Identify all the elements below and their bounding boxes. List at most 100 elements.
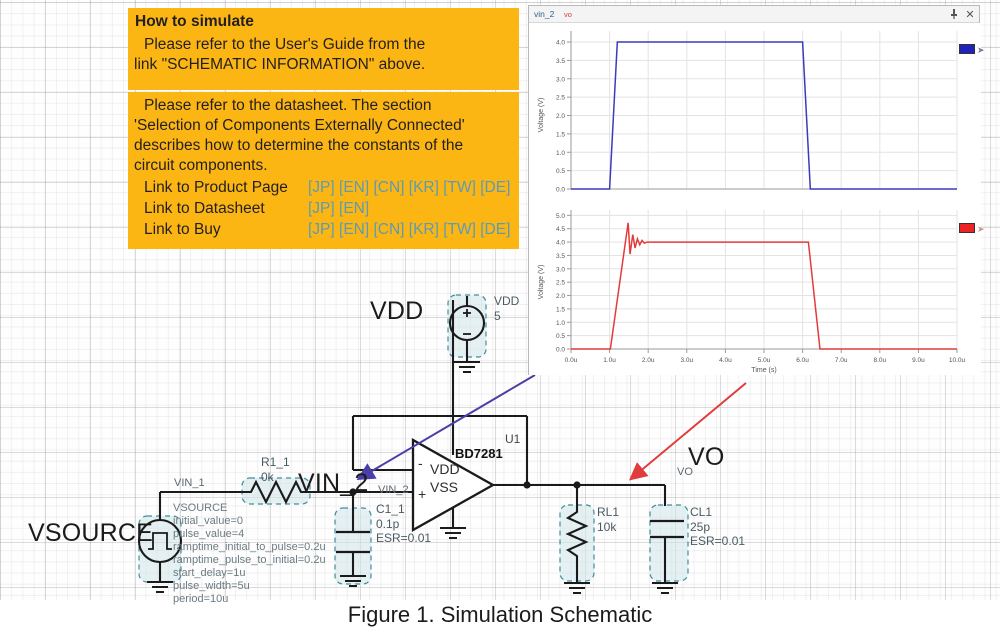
annotation-arrow-vo — [628, 382, 747, 481]
svg-text:3.5: 3.5 — [556, 253, 565, 260]
note1-line2: link "SCHEMATIC INFORMATION" above. — [134, 56, 426, 74]
opamp-part-label: BD7281 — [455, 446, 503, 461]
opamp-pin-vss: VSS — [430, 479, 459, 495]
cl1-ref: CL1 — [690, 505, 713, 519]
link-label-product-page: Link to Product Page — [144, 178, 288, 196]
ylabel-top: Voltage (V) — [538, 98, 545, 133]
note-how-to-simulate: How to simulate Please refer to the User… — [128, 8, 519, 90]
svg-text:3.0: 3.0 — [556, 76, 565, 83]
vdd-src-ref: VDD — [494, 294, 520, 308]
label-vo-big: VO — [688, 443, 725, 471]
label-vin2-big: VIN_2 — [298, 469, 369, 497]
viewer-tab-label-2[interactable]: vo — [564, 10, 572, 19]
pin-icon[interactable] — [947, 7, 961, 21]
chart-vo[interactable]: 0.0 0.5 1.0 1.5 2.0 2.5 3.0 3.5 4.0 4.5 5.0 0.0u 1.… — [529, 202, 981, 375]
svg-text:7.0u: 7.0u — [835, 357, 848, 364]
svg-text:4.0u: 4.0u — [719, 357, 732, 364]
net-label-vin1: VIN_1 — [174, 477, 205, 489]
c1-value: 0.1p — [376, 516, 400, 531]
waveform-viewer[interactable]: vin_2 vo ✕ 0.0 0.5 1.0 1.5 2.0 2.5 3.0 3.5 4.0 V… — [528, 5, 985, 375]
svg-text:1.0: 1.0 — [556, 150, 565, 157]
c1-ref: C1_1 — [376, 502, 405, 516]
vsource-param-6: period=10u — [173, 592, 229, 605]
close-icon[interactable]: ✕ — [965, 8, 975, 21]
vdd-source-symbol — [448, 304, 486, 342]
svg-text:2.0u: 2.0u — [642, 357, 655, 364]
svg-text:1.0u: 1.0u — [603, 357, 616, 364]
svg-text:0.0: 0.0 — [556, 187, 565, 194]
link-label-buy: Link to Buy — [144, 220, 221, 238]
svg-text:2.0: 2.0 — [556, 293, 565, 300]
svg-text:0.0u: 0.0u — [565, 357, 578, 364]
svg-text:0.5: 0.5 — [556, 168, 565, 175]
note1-line1: Please refer to the User's Guide from th… — [144, 36, 426, 54]
links-datasheet[interactable]: [JP] [EN] — [308, 199, 370, 217]
label-vdd: VDD — [370, 297, 424, 325]
opamp-pin-vdd: VDD — [430, 461, 460, 477]
legend-swatch-vin2[interactable] — [959, 44, 975, 54]
svg-text:2.5: 2.5 — [556, 280, 565, 287]
cl1-value: 25p — [690, 519, 711, 534]
link-label-datasheet: Link to Datasheet — [144, 199, 265, 217]
svg-text:6.0u: 6.0u — [796, 357, 809, 364]
svg-text:0.5: 0.5 — [556, 333, 565, 340]
figure-caption: Figure 1. Simulation Schematic — [347, 602, 653, 627]
vsource-param-3: ramptime_pulse_to_initial=0.2u — [173, 553, 326, 566]
vdd-src-value: 5 — [494, 308, 501, 323]
svg-text:3.0: 3.0 — [556, 266, 565, 273]
note2-line1: Please refer to the datasheet. The secti… — [144, 97, 432, 114]
svg-text:4.0: 4.0 — [556, 40, 565, 47]
svg-text:0.0: 0.0 — [556, 347, 565, 354]
note2-line2: 'Selection of Components Externally Conn… — [134, 117, 465, 135]
opamp-pin-plus: + — [418, 486, 427, 502]
link-row-buy: Link to Buy [JP] [EN] [CN] [KR] [TW] [DE… — [134, 220, 513, 240]
note1-title: How to simulate — [135, 13, 254, 30]
opamp-ref-label: U1 — [505, 432, 521, 446]
plot-area[interactable]: 0.0 0.5 1.0 1.5 2.0 2.5 3.0 3.5 4.0 Voltage (V) … — [529, 23, 985, 375]
svg-text:1.5: 1.5 — [556, 306, 565, 313]
note2-line4: circuit components. — [134, 157, 268, 175]
component-rl1: RL1 10k — [597, 505, 619, 534]
legend-arrow-vo: ➤ — [977, 224, 985, 234]
legend-swatch-vo[interactable] — [959, 223, 975, 233]
svg-text:1.5: 1.5 — [556, 131, 565, 138]
svg-text:2.5: 2.5 — [556, 95, 565, 102]
svg-text:5.0: 5.0 — [556, 213, 565, 220]
links-buy[interactable]: [JP] [EN] [CN] [KR] [TW] [DE] — [308, 220, 511, 238]
viewer-tab-label[interactable]: vin_2 — [534, 9, 555, 19]
r1-value: 0k — [261, 469, 274, 484]
opamp-pin-minus: - — [418, 455, 423, 471]
net-label-vin2: VIN_2 — [378, 484, 409, 496]
component-c1: C1_1 0.1p ESR=0.01 — [376, 502, 431, 546]
viewer-tabbar[interactable]: vin_2 vo ✕ — [529, 6, 979, 23]
xlabel-bot: Time (s) — [751, 367, 776, 374]
vsource-param-4: start_delay=1u — [173, 566, 246, 579]
svg-text:4.0: 4.0 — [556, 240, 565, 247]
svg-text:8.0u: 8.0u — [873, 357, 886, 364]
schematic-drawing — [137, 294, 747, 594]
resistor-rl1 — [565, 506, 589, 566]
component-vdd-source: VDD 5 — [494, 294, 519, 323]
net-label-vo: VO — [677, 466, 693, 478]
annotation-arrow-vin2 — [356, 374, 536, 481]
svg-text:1.0: 1.0 — [556, 320, 565, 327]
vsource-param-0: initial_value=0 — [173, 514, 244, 527]
legend-arrow-vin2: ➤ — [977, 45, 985, 55]
svg-text:3.0u: 3.0u — [680, 357, 693, 364]
svg-text:4.5: 4.5 — [556, 226, 565, 233]
ylabel-bot: Voltage (V) — [538, 265, 545, 300]
r1-ref: R1_1 — [261, 455, 290, 469]
opamp-u1 — [411, 438, 496, 532]
vsource-param-2: ramptime_initial_to_pulse=0.2u — [173, 540, 326, 553]
vsource-symbol — [137, 518, 183, 564]
links-product-page[interactable]: [JP] [EN] [CN] [KR] [TW] [DE] — [308, 178, 511, 196]
resistor-r1 — [245, 479, 307, 505]
vsource-param-5: pulse_width=5u — [173, 579, 250, 592]
svg-text:2.0: 2.0 — [556, 113, 565, 120]
rl1-value: 10k — [597, 519, 617, 534]
svg-text:10.0u: 10.0u — [949, 357, 966, 364]
component-r1: R1_1 0k — [261, 455, 290, 484]
note-datasheet-links: Please refer to the datasheet. The secti… — [128, 92, 519, 249]
chart-vin2[interactable]: 0.0 0.5 1.0 1.5 2.0 2.5 3.0 3.5 4.0 Voltage (V) — [529, 23, 981, 202]
link-row-product-page: Link to Product Page [JP] [EN] [CN] [KR]… — [134, 178, 513, 198]
